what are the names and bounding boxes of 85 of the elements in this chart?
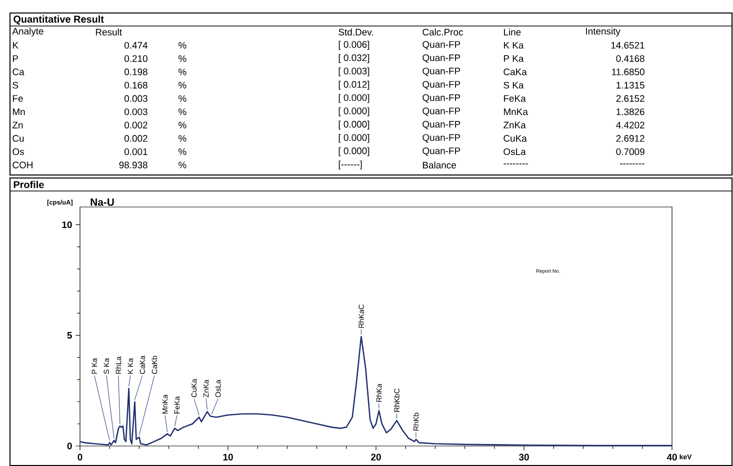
text: 0.001 <box>124 148 148 156</box>
text: Quan-FP <box>422 108 460 116</box>
y-tick-label: 10 <box>62 221 72 228</box>
text: 0.003 <box>124 108 148 116</box>
chart-subtitle: Na-U <box>90 198 114 206</box>
text: Quan-FP <box>422 68 460 76</box>
text: FeKa <box>504 95 526 102</box>
y-tick-label: 0 <box>67 442 72 450</box>
text: [ 0.003] <box>338 67 370 76</box>
text: Quan-FP <box>422 41 460 50</box>
x-tick-label: 0 <box>78 454 82 460</box>
text: 0.002 <box>124 135 148 142</box>
text: Quan-FP <box>422 94 460 103</box>
x-tick-label: 40 <box>666 454 677 460</box>
text: % <box>178 162 186 168</box>
text: 0.198 <box>124 68 148 76</box>
text: COH <box>12 162 32 168</box>
text: % <box>178 42 186 49</box>
text: % <box>178 122 186 128</box>
text: [ 0.032] <box>338 54 370 64</box>
text: 0.002 <box>124 122 148 128</box>
text: 0.7009 <box>616 148 644 156</box>
text: % <box>178 82 186 89</box>
text: Result <box>96 28 122 36</box>
text: S Ka <box>504 82 524 89</box>
text: 0.003 <box>124 95 148 102</box>
text: 14.6521 <box>611 42 644 49</box>
text: ZnKa <box>504 122 526 128</box>
text: 11.6850 <box>612 68 644 76</box>
text: Intensity <box>586 28 620 36</box>
text: [ 0.000] <box>338 147 370 156</box>
text: [ 0.000] <box>338 120 370 130</box>
text: [ 0.000] <box>338 107 370 116</box>
text: Cu <box>12 135 24 142</box>
text: % <box>178 95 186 102</box>
text: Std.Dev. <box>338 28 373 36</box>
text: Os <box>12 148 24 156</box>
text: [ 0.000] <box>338 134 370 143</box>
text: CaKa <box>504 68 527 76</box>
x-tick-label: 30 <box>518 454 529 460</box>
text: [ 0.000] <box>338 94 370 103</box>
chart-title: Profile <box>14 180 44 188</box>
text: % <box>178 148 186 156</box>
text: [ 0.006] <box>338 40 370 50</box>
text: Analyte <box>12 28 44 36</box>
text: Quan-FP <box>422 80 460 90</box>
text: 0.4168 <box>616 55 644 62</box>
text: 1.3826 <box>616 108 644 116</box>
text: % <box>178 68 186 76</box>
text: 4.4202 <box>616 122 644 128</box>
text: Fe <box>12 95 23 102</box>
text: Line <box>504 28 521 36</box>
text: % <box>178 108 186 116</box>
text: 2.6912 <box>616 135 644 142</box>
text: S <box>12 82 18 89</box>
text: CuKa <box>504 135 527 142</box>
x-tick-label: 20 <box>371 454 381 460</box>
text: 98.938 <box>119 162 148 168</box>
text: Balance <box>422 162 456 168</box>
text: P <box>12 55 18 62</box>
text: 2.6152 <box>616 95 644 102</box>
text: 0.168 <box>124 82 148 89</box>
text: [ 0.012] <box>338 80 370 90</box>
text: Calc.Proc <box>422 28 463 36</box>
text: 1.1315 <box>616 82 644 89</box>
text: Mn <box>12 108 25 116</box>
y-tick-label: 5 <box>67 332 72 339</box>
text: Quantitative Result <box>14 15 104 25</box>
text: OsLa <box>504 148 526 156</box>
text: K Ka <box>504 42 524 49</box>
text: Zn <box>12 122 23 128</box>
text: Quan-FP <box>422 134 460 143</box>
text: Quan-FP <box>422 120 460 130</box>
text: Quan-FP <box>422 54 460 63</box>
text: Quan-FP <box>422 147 460 156</box>
text: Ca <box>12 68 24 76</box>
text: P Ka <box>504 55 524 62</box>
text: MnKa <box>504 108 528 116</box>
text: % <box>178 55 186 62</box>
x-tick-label: 10 <box>223 454 233 460</box>
text: 0.210 <box>124 55 148 62</box>
text: % <box>178 135 186 142</box>
text: 0.474 <box>124 42 148 49</box>
text: K <box>12 42 18 49</box>
text: [------] <box>338 160 362 170</box>
